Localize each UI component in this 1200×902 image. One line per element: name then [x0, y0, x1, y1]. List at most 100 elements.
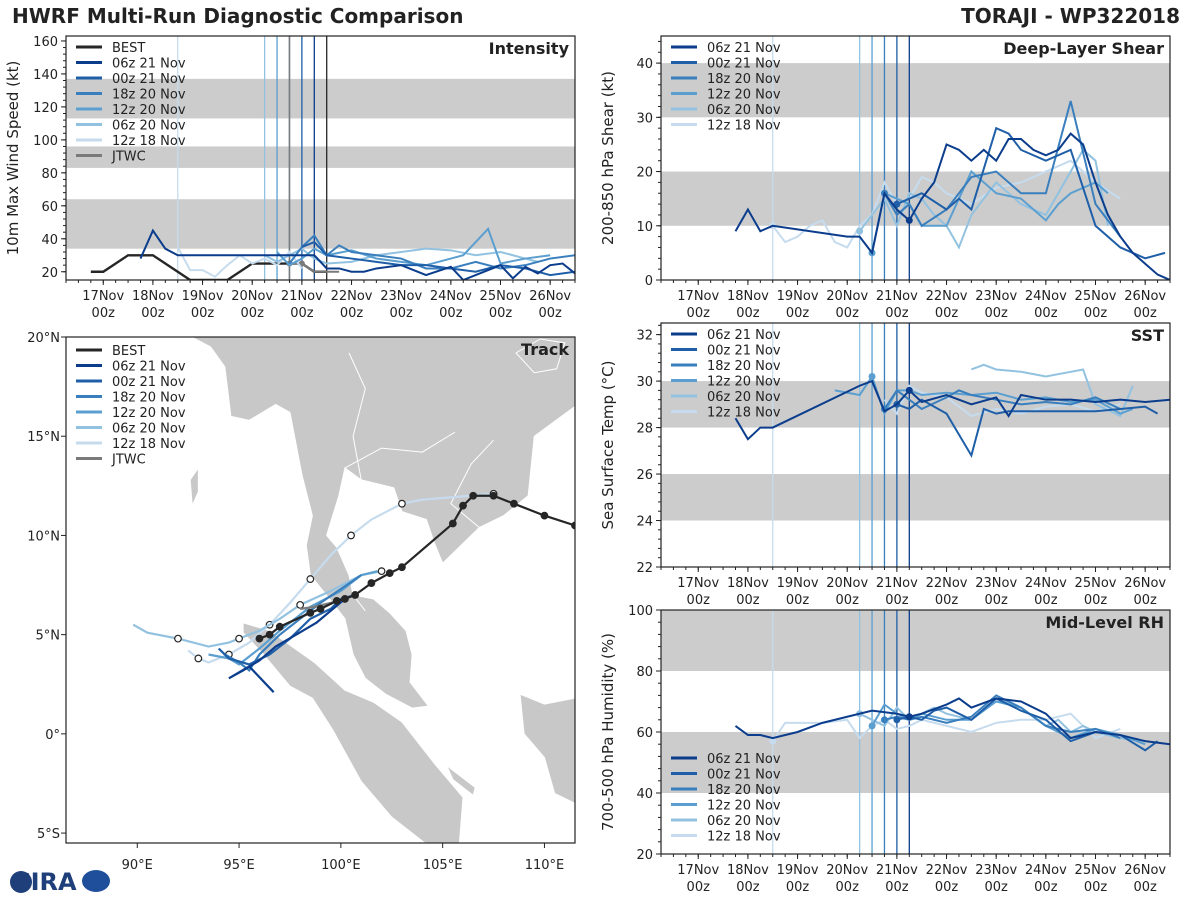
- legend-label: 12z 20 Nov: [707, 88, 781, 103]
- x-tick-label: 00z: [1133, 306, 1157, 321]
- logo-globe-icon: [10, 871, 32, 893]
- init-marker: [769, 737, 777, 745]
- x-tick-label: 26Nov: [1124, 576, 1166, 591]
- border-line: [450, 439, 494, 528]
- series-line: [301, 240, 575, 277]
- y-tick-label: 0°: [45, 728, 60, 743]
- init-marker: [868, 372, 876, 380]
- legend-label: BEST: [112, 41, 145, 56]
- series-line: [896, 126, 1166, 260]
- legend-label: 18z 20 Nov: [112, 88, 186, 103]
- legend-label: 12z 18 Nov: [112, 134, 186, 149]
- legend-label: 00z 21 Nov: [707, 768, 781, 783]
- legend-label: 00z 21 Nov: [112, 72, 186, 87]
- x-tick-label: 26Nov: [1124, 863, 1166, 878]
- x-tick-label: 18Nov: [132, 289, 174, 304]
- x-tick-label: 23Nov: [975, 863, 1017, 878]
- y-tick-label: 100: [628, 604, 653, 619]
- x-tick-label: 00z: [935, 306, 959, 321]
- track-point: [385, 569, 394, 578]
- x-tick-label: 00z: [1133, 593, 1157, 608]
- series-line: [896, 398, 1159, 459]
- y-tick-label: 20°N: [27, 331, 60, 346]
- x-tick-label: 00z: [786, 593, 810, 608]
- legend-label: 06z 20 Nov: [112, 422, 186, 437]
- x-tick-label: 00z: [836, 593, 860, 608]
- track-line: [224, 574, 362, 672]
- y-tick-label: 60: [41, 200, 58, 215]
- legend-label: 12z 20 Nov: [707, 375, 781, 390]
- x-tick-label: 00z: [241, 306, 265, 321]
- x-tick-label: 00z: [1034, 593, 1058, 608]
- y-tick-label: 100: [33, 134, 58, 149]
- y-tick-label: 140: [33, 68, 58, 83]
- x-tick-label: 22Nov: [926, 863, 968, 878]
- track-point: [448, 519, 457, 528]
- legend-label: 06z 21 Nov: [707, 752, 781, 767]
- x-tick-label: 00z: [885, 880, 909, 895]
- panel-title: Intensity: [489, 39, 570, 58]
- panel-shear: 0 10 20 30 40 17Nov 00z 18Nov 00z 19Nov 00z 20Nov 00…: [599, 35, 1171, 321]
- x-tick-label: 24Nov: [1025, 576, 1067, 591]
- x-tick-label: 00z: [439, 306, 463, 321]
- x-tick-label: 25Nov: [480, 289, 522, 304]
- x-tick-label: 18Nov: [727, 289, 769, 304]
- series-line: [734, 697, 1170, 746]
- track-point: [341, 595, 349, 603]
- legend-label: 12z 18 Nov: [707, 119, 781, 134]
- land-polygon: [189, 466, 199, 506]
- y-tick-label: 28: [636, 422, 653, 437]
- y-tick-label: 26: [636, 468, 653, 483]
- x-tick-label: 17Nov: [677, 863, 719, 878]
- figure-title: HWRF Multi-Run Diagnostic Comparison: [12, 4, 464, 28]
- x-tick-label: 18Nov: [727, 863, 769, 878]
- x-tick-label: 00z: [935, 880, 959, 895]
- track-point: [398, 563, 406, 572]
- init-marker: [905, 216, 913, 224]
- legend-label: JTWC: [111, 453, 146, 468]
- plot-area: [661, 36, 1170, 280]
- x-tick-label: 23Nov: [380, 289, 422, 304]
- legend-label: 06z 20 Nov: [707, 814, 781, 829]
- y-tick-label: 10: [636, 220, 653, 235]
- border-line: [348, 352, 366, 480]
- land-polygon: [446, 765, 476, 797]
- series-line: [288, 233, 575, 270]
- y-tick-label: 32: [636, 329, 653, 344]
- x-tick-label: 00z: [885, 593, 909, 608]
- track-line: [132, 570, 382, 648]
- x-tick-label: 18Nov: [727, 576, 769, 591]
- x-tick-label: 24Nov: [430, 289, 472, 304]
- x-tick-label: 20Nov: [826, 289, 868, 304]
- legend-label: 00z 21 Nov: [707, 344, 781, 359]
- x-tick-label: 00z: [1034, 880, 1058, 895]
- y-axis-label: Sea Surface Temp (°C): [599, 360, 617, 529]
- legend-label: 12z 20 Nov: [112, 103, 186, 118]
- y-tick-label: 80: [636, 665, 653, 680]
- track-point: [571, 521, 575, 530]
- x-tick-label: 00z: [885, 306, 909, 321]
- track-point: [316, 604, 325, 613]
- panel-intensity: 20 40 60 80 100 120 140 160 17Nov 00z 18Nov 00z 19No…: [4, 35, 576, 321]
- track-point: [235, 634, 243, 643]
- x-tick-label: 00z: [92, 306, 116, 321]
- x-tick-label: 00z: [191, 306, 215, 321]
- shaded-band: [661, 63, 1170, 118]
- x-tick-label: 00z: [141, 306, 165, 321]
- track-point: [306, 608, 315, 617]
- x-tick-label: 00z: [985, 880, 1009, 895]
- track-point: [255, 634, 264, 643]
- panel-title: SST: [1131, 326, 1164, 345]
- x-tick-label: 00z: [786, 880, 810, 895]
- plot-frame: [660, 35, 1171, 281]
- logo-badge-icon: [82, 870, 110, 892]
- legend-label: 06z 21 Nov: [112, 57, 186, 72]
- series-line: [883, 100, 1122, 238]
- y-tick-label: 40: [41, 233, 58, 248]
- x-tick-label: 25Nov: [1075, 289, 1117, 304]
- track-point: [347, 531, 355, 540]
- track-line: [187, 492, 494, 664]
- shaded-band: [661, 732, 1170, 793]
